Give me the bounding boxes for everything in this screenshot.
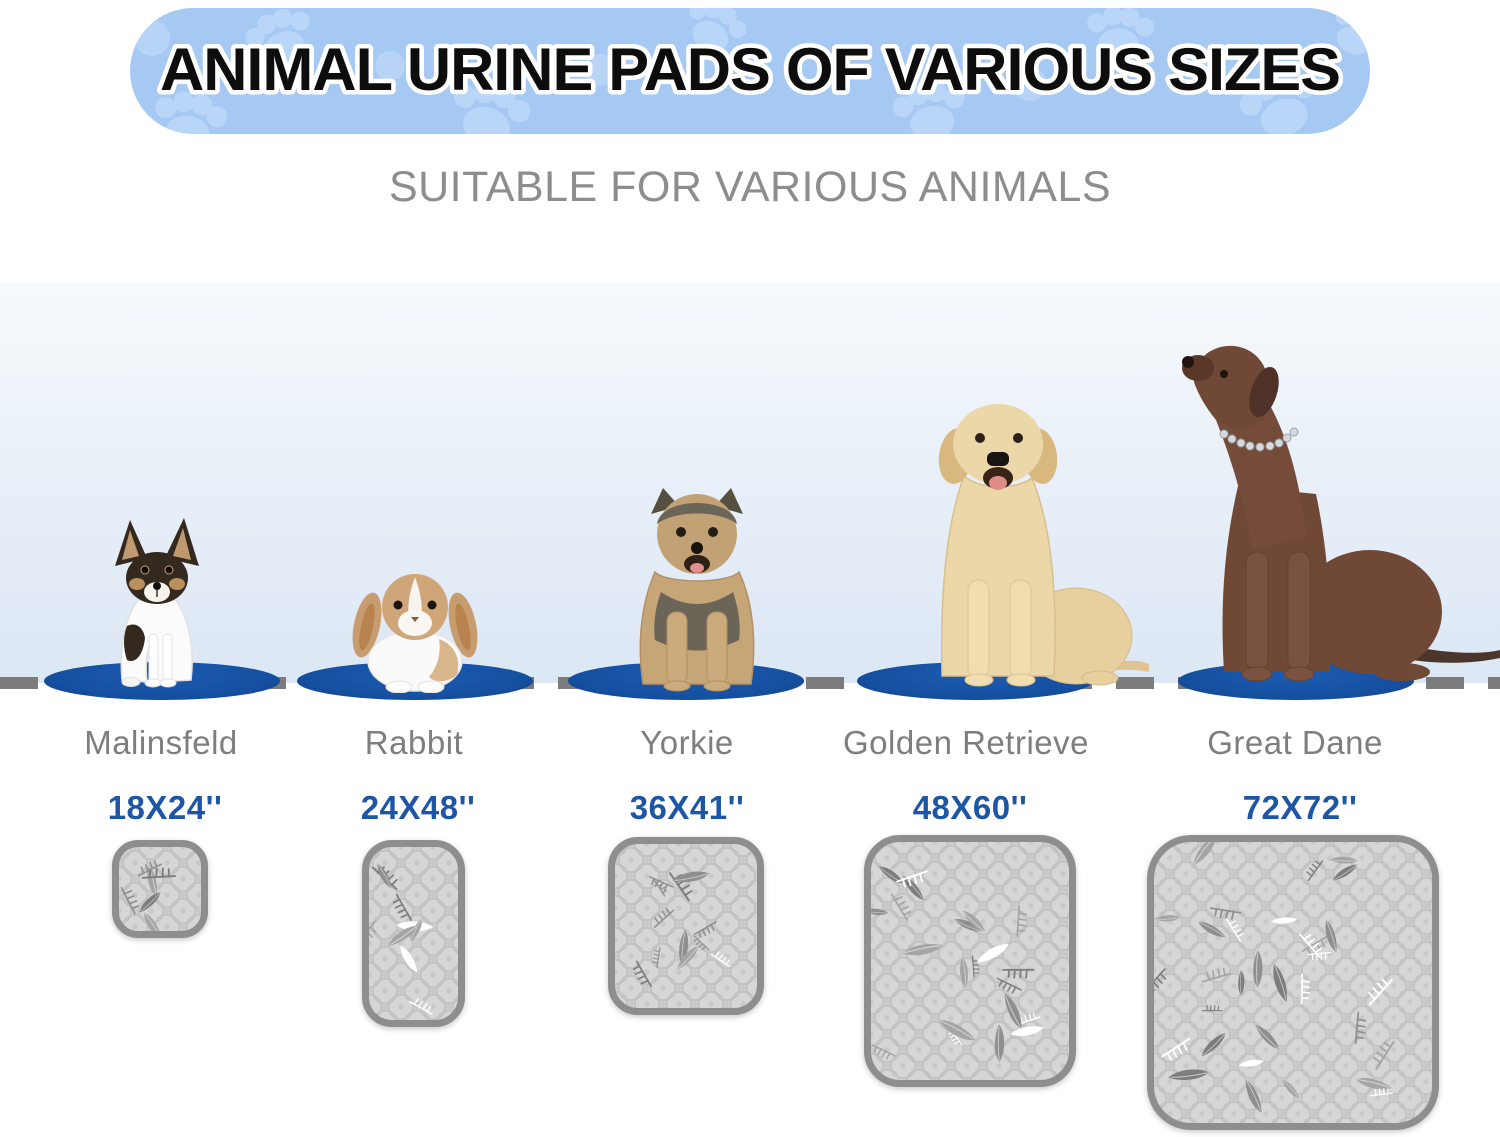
page-title: ANIMAL URINE PADS OF VARIOUS SIZES [160,36,1340,103]
pad-sample-24x48 [362,840,465,1027]
great-dane-photo [1182,345,1500,682]
subtitle: SUITABLE FOR VARIOUS ANIMALS [388,163,1112,211]
pad-size-48x60: 48X60'' [912,789,1028,826]
animal-label-golden-retriever: Golden Retrieve [843,724,1089,761]
banner-title-graphic: ANIMAL URINE PADS OF VARIOUS SIZES [156,32,1346,108]
chain-collar [1219,427,1299,452]
malinsfeld-dog-photo [115,518,199,688]
pad-size-36x41: 36X41'' [629,789,745,826]
animal-label-great-dane: Great Dane [1207,724,1383,761]
pad-size-18x24: 18X24'' [107,789,223,826]
pad-size-24x48: 24X48'' [360,789,476,826]
pad-sample-72x72 [1147,835,1439,1130]
yorkie-photo [639,488,755,692]
animal-label-rabbit: Rabbit [364,724,464,761]
paw-print-pattern [134,8,1370,134]
animal-label-malinsfeld: Malinsfeld [84,724,238,761]
pad-sample-18x24 [112,840,208,938]
rabbit-photo [352,574,478,693]
animal-label-yorkie: Yorkie [640,724,734,761]
pad-sample-36x41 [608,837,764,1015]
pad-sample-48x60 [864,835,1076,1087]
pad-size-72x72: 72X72'' [1242,789,1358,826]
title-banner: ANIMAL URINE PADS OF VARIOUS SIZES [130,8,1370,134]
golden-retriever-photo [938,404,1149,687]
